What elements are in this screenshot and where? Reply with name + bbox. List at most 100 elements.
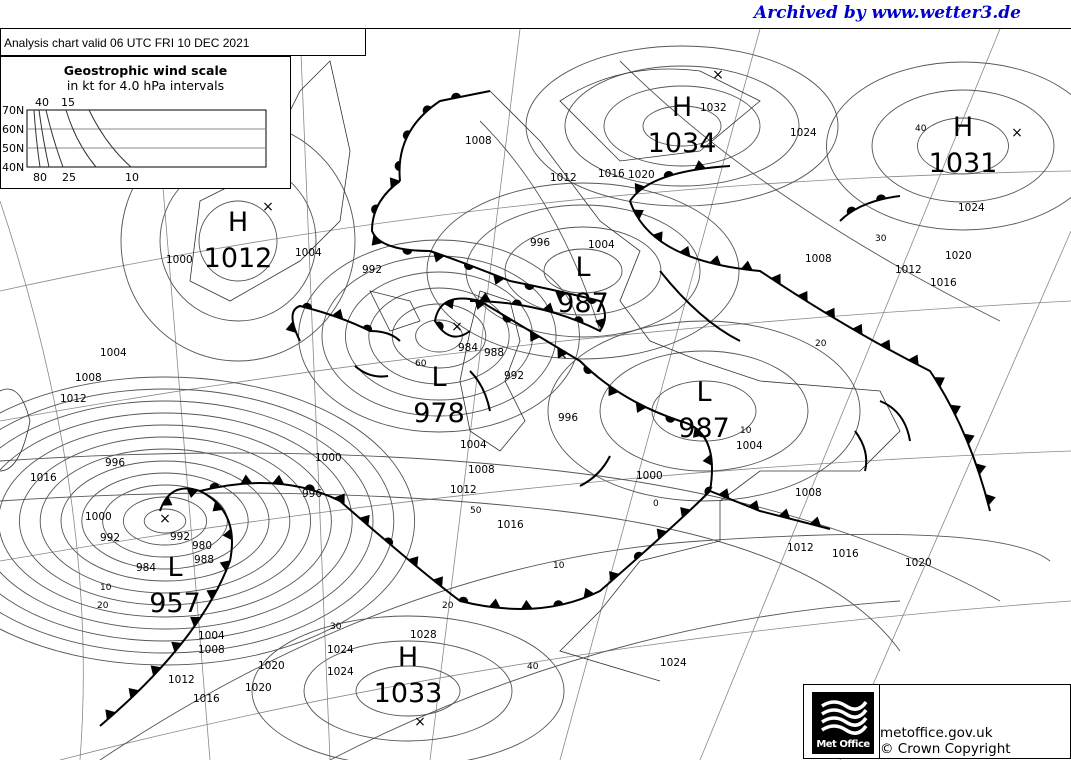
cold-front-triangle — [718, 486, 732, 499]
isobar-label: 1000 — [315, 452, 342, 464]
cold-front-triangle — [479, 292, 491, 302]
cold-front-triangle — [852, 321, 867, 335]
cold-front-triangle — [218, 557, 231, 571]
isobar-label: 1012 — [787, 542, 814, 554]
isobar-label: 1012 — [168, 674, 195, 686]
pressure-center-letter: H — [672, 92, 692, 123]
isobar-label: 1020 — [628, 169, 655, 181]
cold-front-triangle — [771, 270, 786, 284]
pressure-center-value: 987 — [557, 288, 609, 319]
cold-front-triangle — [679, 244, 694, 257]
center-cross-icon: × — [159, 511, 171, 527]
cold-front-triangle — [147, 661, 162, 676]
archive-credit: Archived by www.wetter3.de — [754, 3, 1021, 23]
isobar — [872, 90, 1054, 202]
cold-front-triangle — [222, 528, 232, 541]
met-office-logo: Met Office — [812, 692, 874, 754]
lat-label: 70N — [2, 104, 24, 117]
cold-front-triangle — [797, 288, 812, 302]
isobar-label: 992 — [362, 264, 382, 276]
cold-front-triangle — [950, 401, 963, 416]
isobar-label: 1028 — [410, 629, 437, 641]
isobar-label: 1016 — [30, 472, 57, 484]
cold-front-triangle — [490, 274, 504, 287]
cold-front-triangle — [240, 474, 253, 484]
speed-label: 10 — [125, 171, 139, 184]
lat-label: 50N — [2, 142, 24, 155]
cold-front-triangle — [408, 552, 423, 567]
pressure-center-value: 957 — [149, 588, 201, 619]
pressure-center-letter: H — [228, 207, 248, 238]
valid-time: Analysis chart valid 06 UTC FRI 10 DEC 2… — [4, 36, 249, 50]
latitude-label: 0 — [653, 499, 659, 509]
isobar-label: 1004 — [460, 439, 487, 451]
lat-label: 40N — [2, 161, 24, 174]
logo-text: Met Office — [812, 739, 874, 750]
cold-front-triangle — [741, 260, 754, 270]
isobar-label: 1000 — [166, 254, 193, 266]
isobar-label: 1016 — [930, 277, 957, 289]
isobar-label: 996 — [558, 412, 578, 424]
center-cross-icon: × — [262, 199, 274, 215]
latitude-label: 60 — [415, 359, 427, 369]
pressure-center-value: 1031 — [929, 148, 998, 179]
isobar-label: 1016 — [497, 519, 524, 531]
isobar-label: 988 — [484, 347, 504, 359]
speed-label: 15 — [61, 96, 75, 109]
isobar-label: 992 — [170, 531, 190, 543]
isobar-label: 1008 — [465, 135, 492, 147]
cold-front-triangle — [632, 402, 647, 415]
cold-front-triangle — [748, 498, 762, 511]
latitude-label: 40 — [915, 124, 927, 134]
grid-line — [300, 29, 330, 760]
isobar-label: 1004 — [100, 347, 127, 359]
isobar-label: 984 — [136, 562, 156, 574]
cold-front-triangle — [604, 385, 619, 399]
waves-icon — [812, 692, 874, 737]
isobar-label: 996 — [530, 237, 550, 249]
front-occl — [293, 306, 401, 341]
cold-front-triangle — [489, 598, 502, 608]
isobar-label: 984 — [458, 342, 478, 354]
grid-line — [840, 231, 1071, 760]
cold-front-triangle — [702, 454, 712, 467]
met-office-footer: Met Office metoffice.gov.uk © Crown Copy… — [803, 684, 1071, 759]
isobar-label: 1020 — [245, 682, 272, 694]
cold-front-triangle — [385, 174, 400, 189]
isobar-label: 1008 — [198, 644, 225, 656]
cold-front-triangle — [209, 501, 224, 516]
center-cross-icon: × — [556, 347, 568, 363]
cold-front-triangle — [964, 430, 977, 445]
cold-front-triangle — [443, 298, 458, 311]
isobar — [548, 321, 860, 501]
latitude-label: 20 — [442, 601, 454, 611]
copyright: © Crown Copyright — [880, 741, 1011, 757]
pressure-center-letter: H — [398, 642, 418, 673]
center-cross-icon: × — [712, 67, 724, 83]
isobar-label: 1024 — [958, 202, 985, 214]
isobar-label: 1008 — [805, 253, 832, 265]
isobar — [600, 351, 808, 471]
front-trough — [855, 431, 866, 471]
pressure-center-letter: L — [696, 377, 711, 408]
cold-front-triangle — [652, 228, 667, 242]
wind-scale-subtitle: in kt for 4.0 hPa intervals — [1, 78, 290, 93]
cold-front-triangle — [520, 600, 532, 609]
isobar-label: 1016 — [598, 168, 625, 180]
isobar-label: 1032 — [700, 102, 727, 114]
cold-front-triangle — [934, 372, 948, 387]
isobar-label: 1004 — [736, 440, 763, 452]
pressure-center-letter: L — [431, 362, 446, 393]
isobar-label: 1024 — [790, 127, 817, 139]
speed-label: 40 — [35, 96, 49, 109]
speed-label: 80 — [33, 171, 47, 184]
latitude-label: 30 — [875, 234, 887, 244]
isobar-label: 996 — [302, 488, 322, 500]
warm-front-semicircle — [394, 161, 400, 171]
site-link[interactable]: metoffice.gov.uk — [880, 725, 1011, 741]
isobar-label: 988 — [194, 554, 214, 566]
front-trough — [355, 366, 388, 377]
cold-front-triangle — [880, 337, 895, 351]
latitude-label: 20 — [815, 339, 827, 349]
wind-scale-graph: 70N 60N 50N 40N 40 15 80 25 10 — [1, 95, 290, 185]
